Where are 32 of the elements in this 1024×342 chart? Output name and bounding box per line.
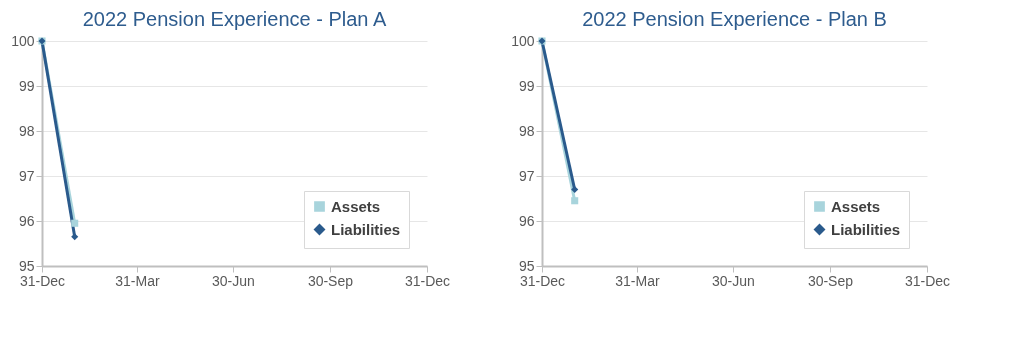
y-tick-label: 95	[518, 257, 535, 274]
y-tick-label: 99	[518, 77, 535, 94]
legend-label: Assets	[831, 197, 881, 215]
x-tick-label: 30-Sep	[307, 272, 354, 289]
y-tick-label: 100	[511, 32, 535, 49]
point	[571, 185, 579, 194]
legend-label: Liabilities	[831, 220, 901, 238]
chart-title: 2022 Pension Experience - Plan A	[82, 8, 387, 30]
x-tick-label: 31-Dec	[519, 272, 566, 289]
legend-label: Assets	[331, 197, 381, 215]
chart-title: 2022 Pension Experience - Plan B	[582, 8, 887, 30]
y-tick-label: 98	[518, 122, 535, 139]
y-tick-label: 95	[18, 257, 35, 274]
y-tick-label: 97	[18, 167, 35, 184]
y-tick-label: 100	[11, 32, 35, 49]
y-tick-label: 96	[18, 212, 35, 229]
x-tick-label: 31-Dec	[904, 272, 951, 289]
y-tick-label: 99	[18, 77, 35, 94]
x-tick-label: 31-Dec	[19, 272, 66, 289]
x-tick-label: 30-Jun	[712, 272, 755, 289]
x-tick-label: 31-Mar	[615, 272, 660, 289]
point	[71, 233, 79, 241]
point	[571, 197, 579, 205]
y-tick-label: 97	[518, 167, 535, 184]
y-tick-label: 98	[18, 122, 35, 139]
x-tick-label: 30-Sep	[807, 272, 854, 289]
x-tick-label: 31-Dec	[404, 272, 451, 289]
legend-label: Liabilities	[331, 220, 401, 238]
point	[71, 219, 79, 227]
x-tick-label: 31-Mar	[115, 272, 160, 289]
x-tick-label: 30-Jun	[212, 272, 255, 289]
y-tick-label: 96	[518, 212, 535, 229]
